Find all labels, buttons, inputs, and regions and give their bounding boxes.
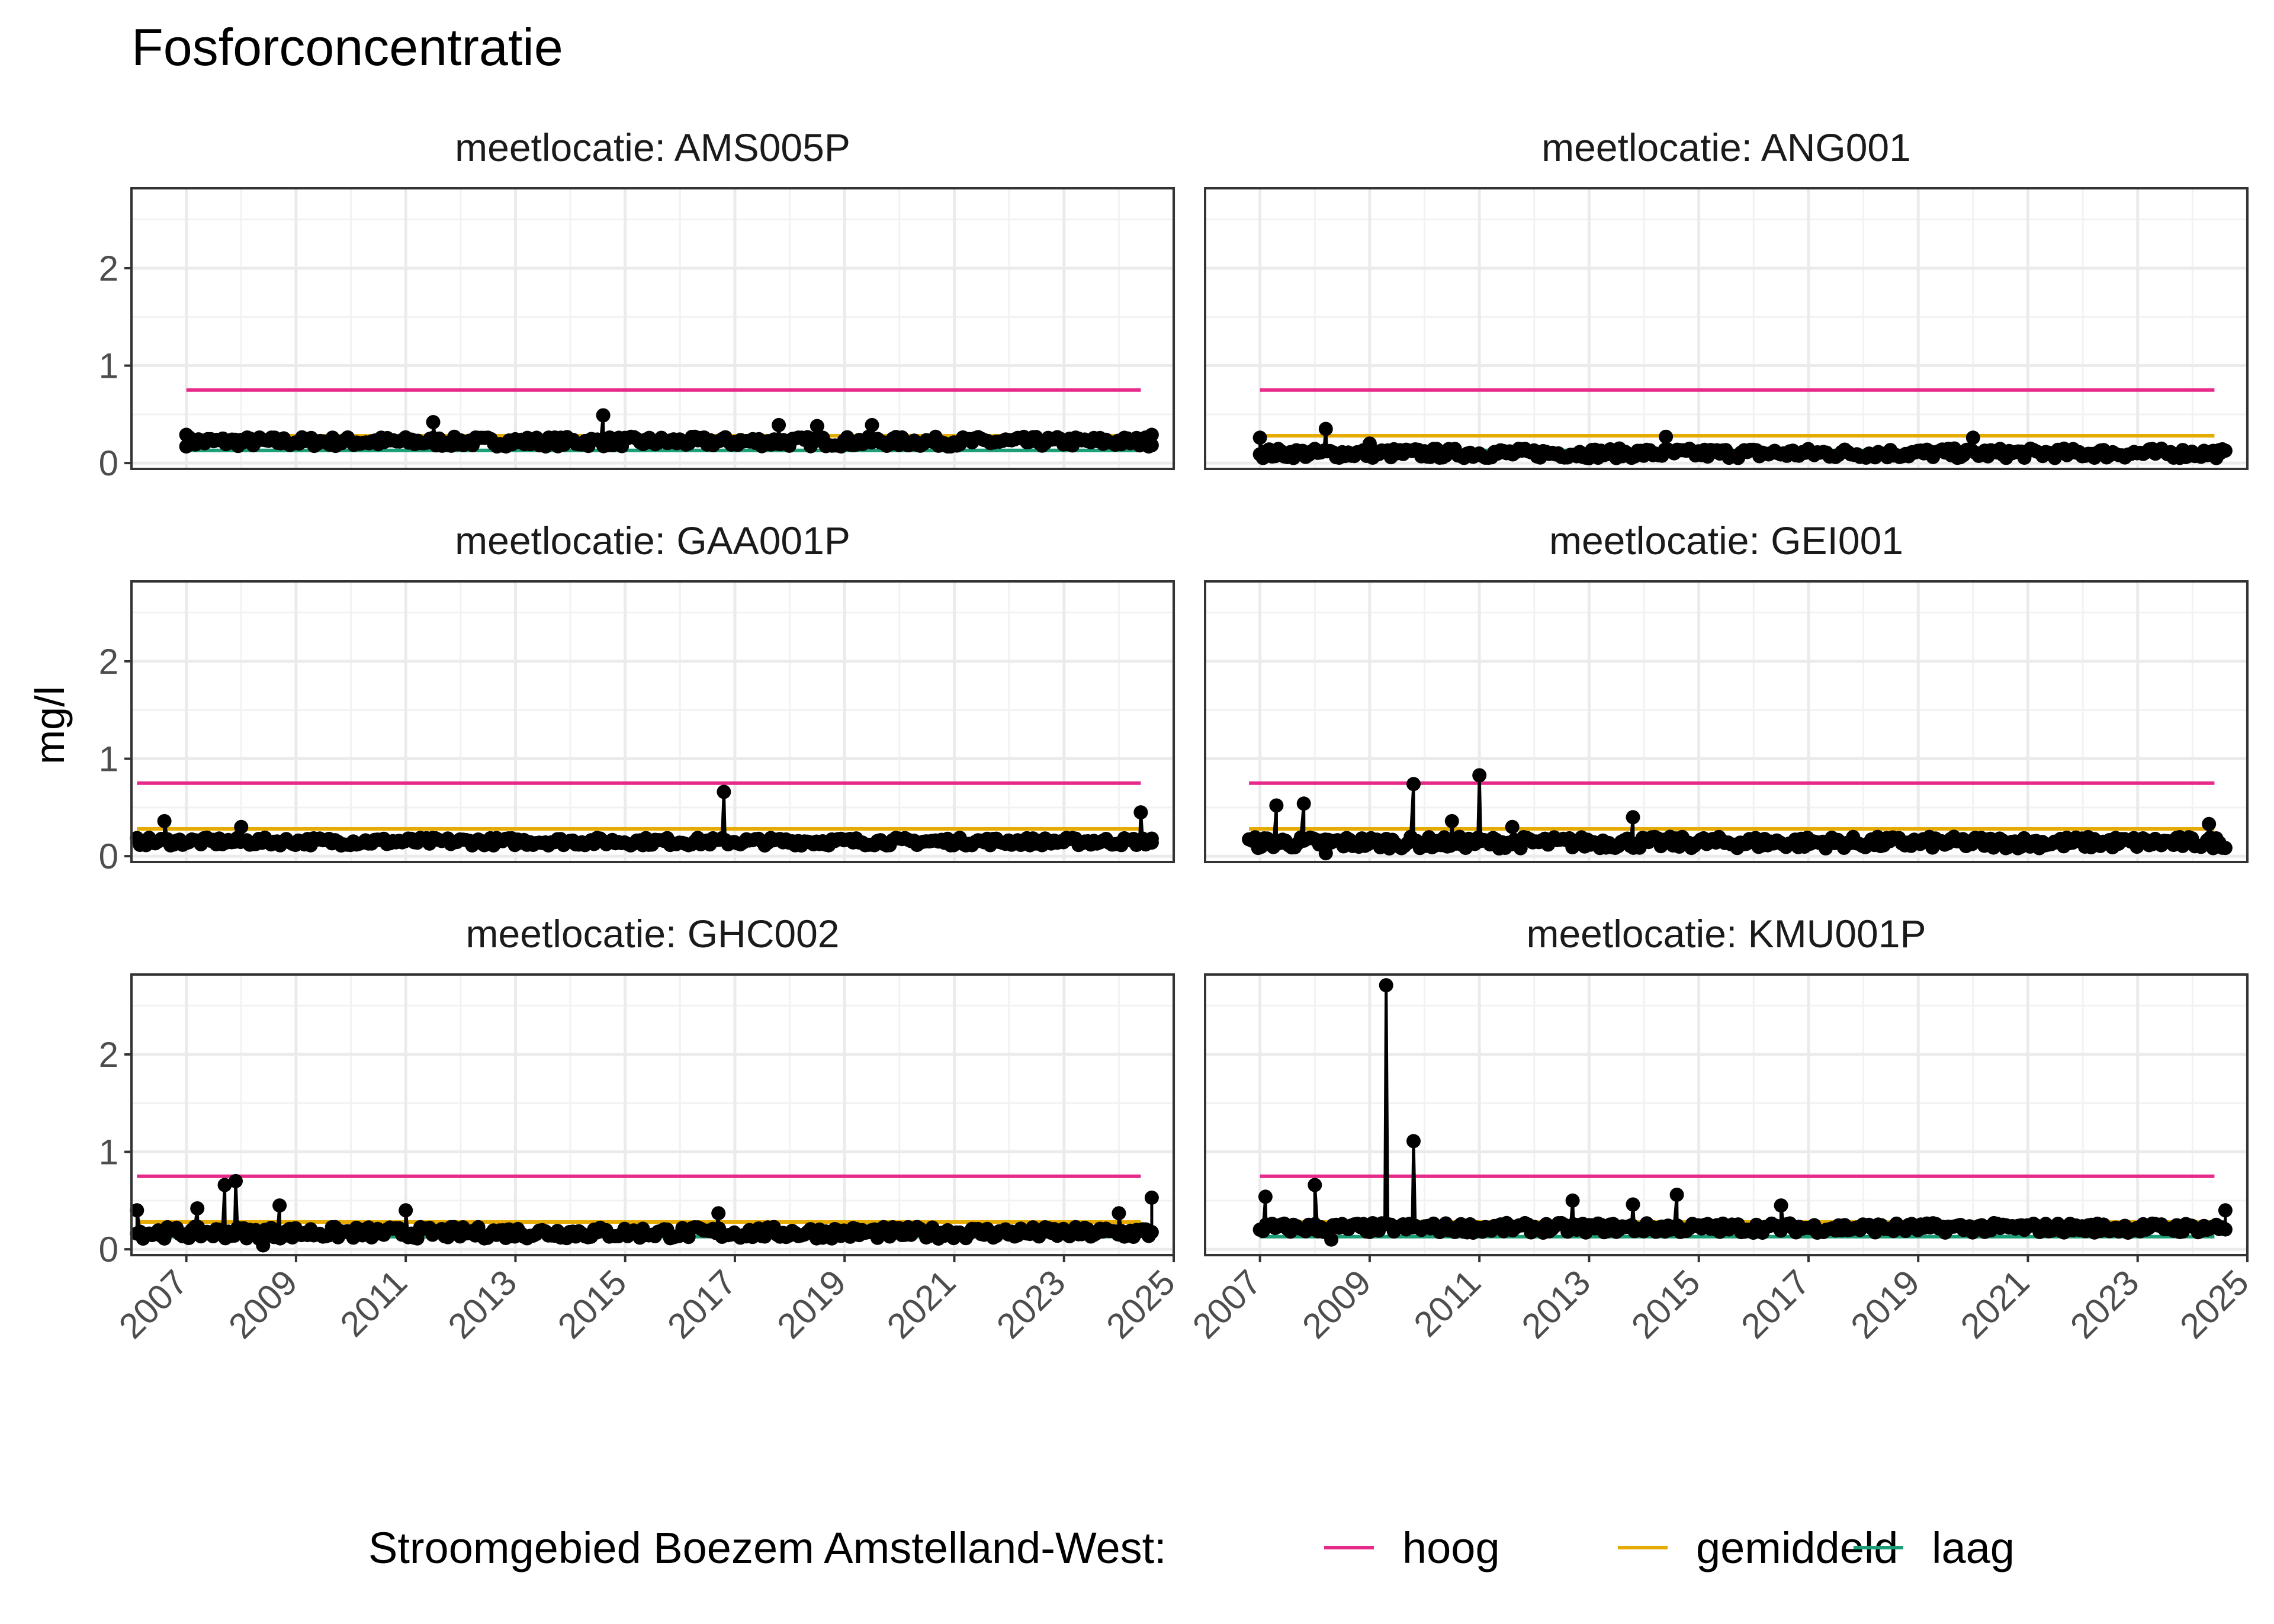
data-point [1133, 805, 1148, 820]
y-tick-label: 0 [99, 837, 118, 876]
data-point [1774, 1198, 1788, 1213]
data-point [1318, 846, 1333, 861]
facet-label: meetlocatie: AMS005P [455, 126, 850, 169]
y-tick-label: 1 [99, 739, 118, 779]
facet-panel: meetlocatie: GAA001P 0 1 2 [99, 519, 1175, 876]
data-point [1472, 768, 1487, 783]
facet-label: meetlocatie: GHC002 [466, 912, 840, 956]
panel-background [1205, 975, 2247, 1255]
data-point [1379, 978, 1393, 993]
data-point [1269, 798, 1284, 813]
legend-label-laag: laag [1932, 1523, 2015, 1572]
facet-panels: meetlocatie: AMS005P 0 1 2 meetlocatie: ANG0… [99, 126, 2256, 1346]
data-point [711, 1206, 726, 1221]
facet-label: meetlocatie: GEI001 [1549, 519, 1903, 562]
data-point [1252, 430, 1267, 445]
panel-border [1204, 973, 2249, 1256]
data-point [1296, 796, 1311, 811]
data-point [2202, 816, 2217, 831]
data-point [1965, 430, 1980, 445]
data-point [1144, 1225, 1159, 1240]
data-point [1318, 422, 1333, 436]
data-point [1626, 810, 1640, 825]
data-point [1112, 1206, 1126, 1221]
data-point [2218, 1203, 2233, 1218]
data-point [1258, 1189, 1273, 1204]
panel-background [1205, 188, 2247, 469]
data-point [157, 813, 172, 828]
data-point [1144, 1190, 1159, 1205]
facet-label: meetlocatie: GAA001P [455, 519, 850, 562]
data-point [190, 1201, 205, 1215]
data-point [717, 784, 731, 799]
data-point [234, 819, 249, 834]
data-point [2218, 1222, 2233, 1237]
data-point [1513, 841, 1528, 856]
data-point [1406, 1134, 1421, 1149]
data-point [130, 1203, 144, 1218]
panel-background [131, 581, 1174, 862]
data-point [1308, 1178, 1322, 1192]
facet-label: meetlocatie: KMU001P [1527, 912, 1926, 956]
y-tick-label: 1 [99, 346, 118, 386]
data-point [1505, 819, 1520, 834]
series-points [130, 784, 1159, 853]
panel-border [1204, 580, 2249, 863]
data-point [2218, 443, 2233, 458]
data-point [865, 417, 879, 432]
y-tick-label: 2 [99, 249, 118, 288]
data-point [1144, 831, 1159, 846]
facet-panel: meetlocatie: GEI001 [1204, 519, 2249, 863]
data-point [2218, 841, 2233, 856]
facet-panel: meetlocatie: ANG001 [1204, 126, 2249, 470]
data-point [272, 1198, 287, 1213]
data-point [1669, 1188, 1684, 1202]
series-points [130, 1173, 1159, 1253]
panel-border [130, 973, 1175, 1256]
y-tick-label: 2 [99, 1035, 118, 1075]
series-points [1252, 422, 2233, 465]
series-points [1252, 978, 2233, 1247]
panel-border [130, 580, 1175, 863]
y-tick-label: 1 [99, 1133, 118, 1172]
y-tick-label: 0 [99, 1230, 118, 1269]
legend-title: Stroomgebied Boezem Amstelland-West: [368, 1523, 1167, 1572]
data-point [596, 408, 611, 423]
y-tick-label: 2 [99, 642, 118, 681]
legend: Stroomgebied Boezem Amstelland-West: hoo… [368, 1523, 2015, 1572]
data-point [1444, 813, 1459, 828]
y-tick-label: 0 [99, 443, 118, 483]
panel-border [1204, 187, 2249, 470]
panel-border [130, 187, 1175, 470]
y-axis-label: mg/l [27, 686, 73, 764]
data-point [229, 1173, 243, 1188]
data-point [399, 1203, 413, 1218]
data-point [1144, 427, 1159, 442]
facet-label: meetlocatie: ANG001 [1541, 126, 1911, 169]
facet-panel: meetlocatie: AMS005P 0 1 2 [99, 126, 1175, 483]
data-point [772, 417, 786, 432]
series-points [179, 408, 1159, 454]
data-point [1626, 1197, 1640, 1212]
data-point [426, 415, 441, 429]
series-points [1242, 768, 2233, 861]
data-point [1324, 1232, 1339, 1247]
legend-label-hoog: hoog [1402, 1523, 1500, 1572]
data-point [1659, 429, 1674, 444]
panel-background [1205, 581, 2247, 862]
data-point [217, 1178, 232, 1192]
panel-background [131, 975, 1174, 1255]
data-point [1406, 777, 1421, 792]
chart-title: Fosforconcentratie [131, 18, 563, 76]
panel-background [131, 188, 1174, 469]
data-point [256, 1238, 271, 1253]
data-point [1565, 1193, 1580, 1208]
data-point [1144, 438, 1159, 452]
data-point [810, 419, 824, 433]
